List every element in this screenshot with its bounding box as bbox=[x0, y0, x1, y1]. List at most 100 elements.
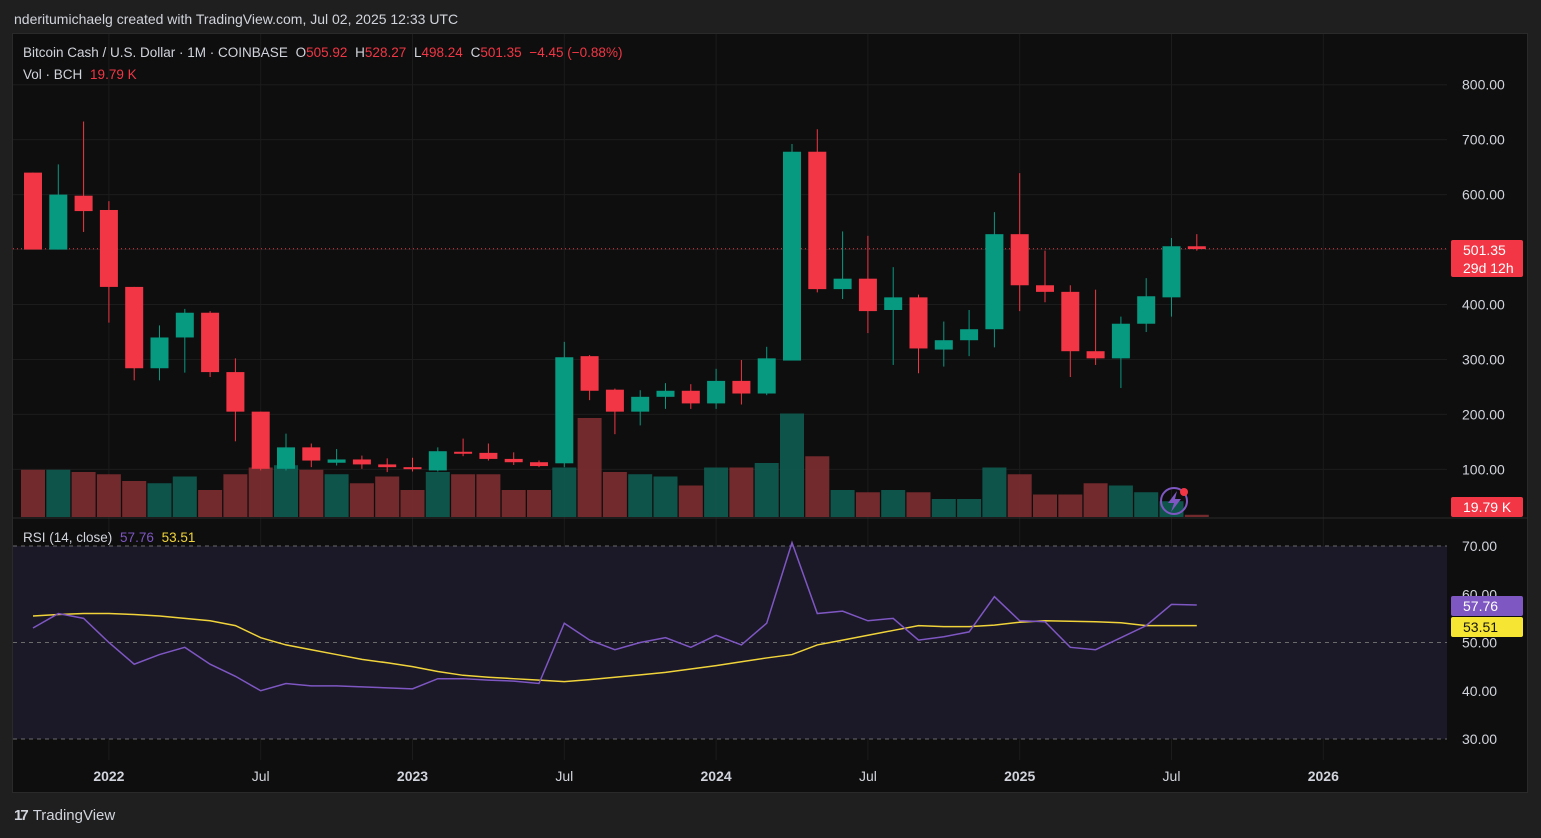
price-badge-text: 29d 12h bbox=[1463, 260, 1514, 276]
volume-bar bbox=[122, 481, 147, 517]
volume-bar bbox=[476, 474, 501, 517]
candle-body bbox=[631, 396, 650, 412]
volume-bar bbox=[754, 463, 779, 517]
candle-body bbox=[226, 372, 245, 412]
candle-body bbox=[884, 297, 903, 310]
price-badge-text: 501.35 bbox=[1463, 242, 1506, 258]
time-tick-label: 2024 bbox=[701, 768, 732, 784]
time-tick-label: 2023 bbox=[397, 768, 428, 784]
rsi-ma-value: 53.51 bbox=[161, 530, 196, 545]
volume-bar bbox=[1058, 494, 1083, 517]
rsi-value: 57.76 bbox=[120, 530, 154, 545]
price-tick-label: 100.00 bbox=[1462, 461, 1505, 477]
symbol-name[interactable]: Bitcoin Cash / U.S. Dollar · 1M · COINBA… bbox=[23, 45, 288, 60]
candle-body bbox=[960, 329, 979, 341]
volume-bar bbox=[274, 465, 298, 517]
candle-body bbox=[302, 447, 321, 461]
volume-bar bbox=[678, 485, 703, 517]
price-badge-bg bbox=[1451, 240, 1523, 277]
rsi-ma-line bbox=[32, 612, 1197, 683]
candle-body bbox=[378, 464, 397, 468]
volume-bar bbox=[602, 472, 627, 517]
volume-bar bbox=[400, 490, 425, 517]
volume-bar bbox=[501, 490, 526, 517]
rsi-tick-label: 70.00 bbox=[1462, 538, 1497, 554]
volume-bar bbox=[299, 469, 324, 517]
rsi-ma-badge-text: 53.51 bbox=[1463, 619, 1498, 635]
volume-badge: 19.79 K bbox=[1451, 497, 1523, 517]
candle-body bbox=[1137, 296, 1156, 324]
high-value: H528.27 bbox=[355, 45, 407, 60]
volume-bar bbox=[324, 474, 349, 517]
symbol-legend[interactable]: Bitcoin Cash / U.S. Dollar · 1M · COINBA… bbox=[23, 45, 626, 60]
volume-legend[interactable]: Vol · BCH 19.79 K bbox=[23, 67, 141, 82]
volume-label: Vol · BCH bbox=[23, 67, 83, 82]
candle-body bbox=[150, 337, 169, 369]
candle-body bbox=[605, 389, 624, 412]
volume-bar bbox=[931, 499, 956, 517]
candle-body bbox=[1036, 285, 1054, 292]
volume-value: 19.79 K bbox=[90, 67, 137, 82]
price-tick-label: 600.00 bbox=[1462, 187, 1505, 203]
candle-body bbox=[1187, 246, 1206, 250]
candle-body bbox=[251, 411, 270, 469]
volume-bar bbox=[1108, 485, 1133, 517]
footer-brand[interactable]: 17 TradingView bbox=[14, 807, 115, 824]
candle-body bbox=[757, 358, 776, 394]
candle-body bbox=[201, 312, 220, 373]
volume-bar bbox=[780, 413, 804, 517]
close-value: C501.35 bbox=[470, 45, 522, 60]
time-tick-label: Jul bbox=[1163, 768, 1181, 784]
volume-bar bbox=[425, 472, 450, 517]
candle-body bbox=[1162, 246, 1181, 298]
candle-body bbox=[175, 312, 194, 338]
candle-body bbox=[1061, 291, 1080, 352]
volume-bar bbox=[855, 492, 880, 517]
rsi-label: RSI (14, close) bbox=[23, 530, 113, 545]
rsi-badge-bg bbox=[1451, 596, 1523, 616]
candle-body bbox=[99, 209, 118, 287]
rsi-legend[interactable]: RSI (14, close) 57.76 53.51 bbox=[23, 530, 199, 545]
candle-body bbox=[352, 459, 371, 465]
volume-bar bbox=[957, 499, 982, 517]
volume-bar bbox=[830, 490, 855, 517]
volume-bar bbox=[653, 476, 678, 517]
rsi-badge: 57.76 bbox=[1451, 596, 1523, 616]
volume-bar bbox=[1184, 514, 1209, 517]
volume-bar bbox=[223, 474, 248, 517]
candle-body bbox=[277, 447, 295, 469]
candle-body bbox=[985, 234, 1004, 330]
time-tick-label: 2022 bbox=[93, 768, 124, 784]
lightning-icon bbox=[1160, 487, 1188, 515]
price-tick-label: 200.00 bbox=[1462, 406, 1505, 422]
tradingview-logo-icon: 17 bbox=[14, 807, 29, 824]
candle-body bbox=[783, 151, 801, 361]
candle-body bbox=[504, 458, 523, 463]
candle-body bbox=[1086, 351, 1105, 359]
time-tick-label: Jul bbox=[252, 768, 270, 784]
volume-bar bbox=[375, 476, 400, 517]
candle-body bbox=[74, 195, 93, 212]
volume-bar bbox=[805, 456, 830, 517]
candle-body bbox=[428, 451, 447, 471]
change-value: −4.45 (−0.88%) bbox=[529, 45, 623, 60]
candle-body bbox=[656, 390, 675, 397]
candle-body bbox=[1111, 323, 1130, 359]
volume-bar bbox=[1033, 494, 1057, 517]
time-tick-label: Jul bbox=[859, 768, 877, 784]
lightning-icon-ring bbox=[1160, 487, 1188, 515]
candle-body bbox=[454, 451, 473, 454]
candle-body bbox=[732, 380, 751, 394]
candle-body bbox=[403, 467, 422, 470]
volume-bar bbox=[46, 469, 71, 517]
candle-body bbox=[24, 172, 42, 250]
volume-bar bbox=[451, 474, 476, 517]
low-value: L498.24 bbox=[413, 45, 463, 60]
volume-badge-text: 19.79 K bbox=[1463, 499, 1512, 515]
open-value: O505.92 bbox=[295, 45, 348, 60]
volume-bar bbox=[881, 490, 906, 517]
volume-bar bbox=[21, 469, 45, 517]
candle-body bbox=[530, 462, 548, 467]
candle-body bbox=[580, 356, 599, 391]
